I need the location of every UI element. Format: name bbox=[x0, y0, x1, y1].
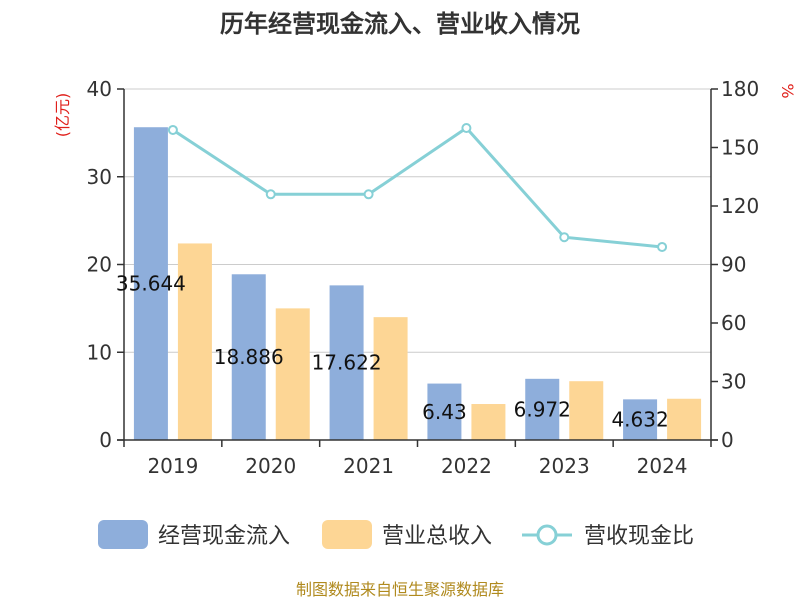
bar bbox=[471, 404, 506, 440]
legend-label: 营业总收入 bbox=[382, 524, 492, 549]
bar bbox=[623, 399, 658, 440]
right-axis-unit: % bbox=[778, 83, 797, 98]
right-axis-tick-label: 90 bbox=[721, 253, 746, 277]
ratio-point bbox=[559, 232, 570, 243]
right-axis-tick-label: 0 bbox=[721, 428, 734, 452]
bar bbox=[667, 398, 702, 440]
chart-title: 历年经营现金流入、营业收入情况 bbox=[220, 10, 580, 38]
bar bbox=[525, 378, 560, 440]
bar-value-label: 6.972 bbox=[514, 397, 571, 421]
x-axis-tick-label: 2020 bbox=[245, 454, 296, 478]
x-axis-tick-label: 2022 bbox=[441, 454, 492, 478]
left-axis-tick-label: 30 bbox=[87, 165, 112, 189]
right-axis-tick-label: 150 bbox=[721, 136, 759, 160]
axes-group bbox=[117, 88, 718, 447]
right-axis-tick-label: 180 bbox=[721, 77, 759, 101]
bar bbox=[373, 317, 408, 440]
left-axis-tick-label: 0 bbox=[99, 428, 112, 452]
bar bbox=[569, 381, 604, 440]
ratio-point bbox=[363, 189, 374, 200]
bar-value-label: 4.632 bbox=[611, 408, 668, 432]
legend-swatch bbox=[98, 520, 148, 549]
ratio-line bbox=[172, 126, 663, 249]
legend-label: 营收现金比 bbox=[584, 524, 694, 549]
bar bbox=[231, 274, 266, 440]
ratio-point bbox=[657, 241, 668, 252]
bar bbox=[329, 285, 364, 440]
ratio-point bbox=[265, 189, 276, 200]
right-axis-tick-label: 30 bbox=[721, 370, 746, 394]
x-axis-tick-label: 2019 bbox=[147, 454, 198, 478]
left-axis-tick-label: 20 bbox=[87, 253, 112, 277]
grid-lines bbox=[124, 88, 711, 353]
left-axis-unit: (亿元) bbox=[53, 93, 72, 138]
ratio-point bbox=[461, 123, 472, 133]
left-axis-tick-label: 40 bbox=[87, 77, 112, 101]
bars-group bbox=[133, 127, 702, 440]
legend[interactable]: 经营现金流入 营业总收入 营收现金比 bbox=[98, 520, 694, 549]
bar bbox=[133, 127, 168, 440]
bar-value-label: 18.886 bbox=[214, 345, 284, 369]
left-axis-tick-label: 10 bbox=[87, 340, 112, 364]
bar-value-label: 35.644 bbox=[116, 272, 186, 296]
bar-value-labels: 35.644 18.886 17.622 6.43 6.972 4.632 bbox=[116, 272, 669, 432]
ratio-line-group bbox=[167, 123, 668, 252]
source-note: 制图数据来自恒生聚源数据库 bbox=[296, 580, 504, 599]
legend-swatch bbox=[322, 520, 372, 549]
legend-marker bbox=[536, 524, 558, 546]
bar bbox=[177, 243, 212, 440]
bar-value-label: 6.43 bbox=[422, 400, 467, 424]
bar-value-label: 17.622 bbox=[312, 351, 382, 375]
tick-labels: 0 10 20 30 40 0 30 60 90 120 150 180 2019 2020 2021 202… bbox=[87, 77, 760, 478]
bar bbox=[275, 308, 310, 440]
x-axis-tick-label: 2021 bbox=[343, 454, 394, 478]
x-axis-tick-label: 2023 bbox=[539, 454, 590, 478]
right-axis-tick-label: 120 bbox=[721, 194, 759, 218]
legend-label: 经营现金流入 bbox=[158, 524, 290, 549]
right-axis-tick-label: 60 bbox=[721, 311, 746, 335]
x-axis-tick-label: 2024 bbox=[637, 454, 688, 478]
bar bbox=[427, 383, 462, 440]
ratio-point bbox=[167, 124, 178, 135]
